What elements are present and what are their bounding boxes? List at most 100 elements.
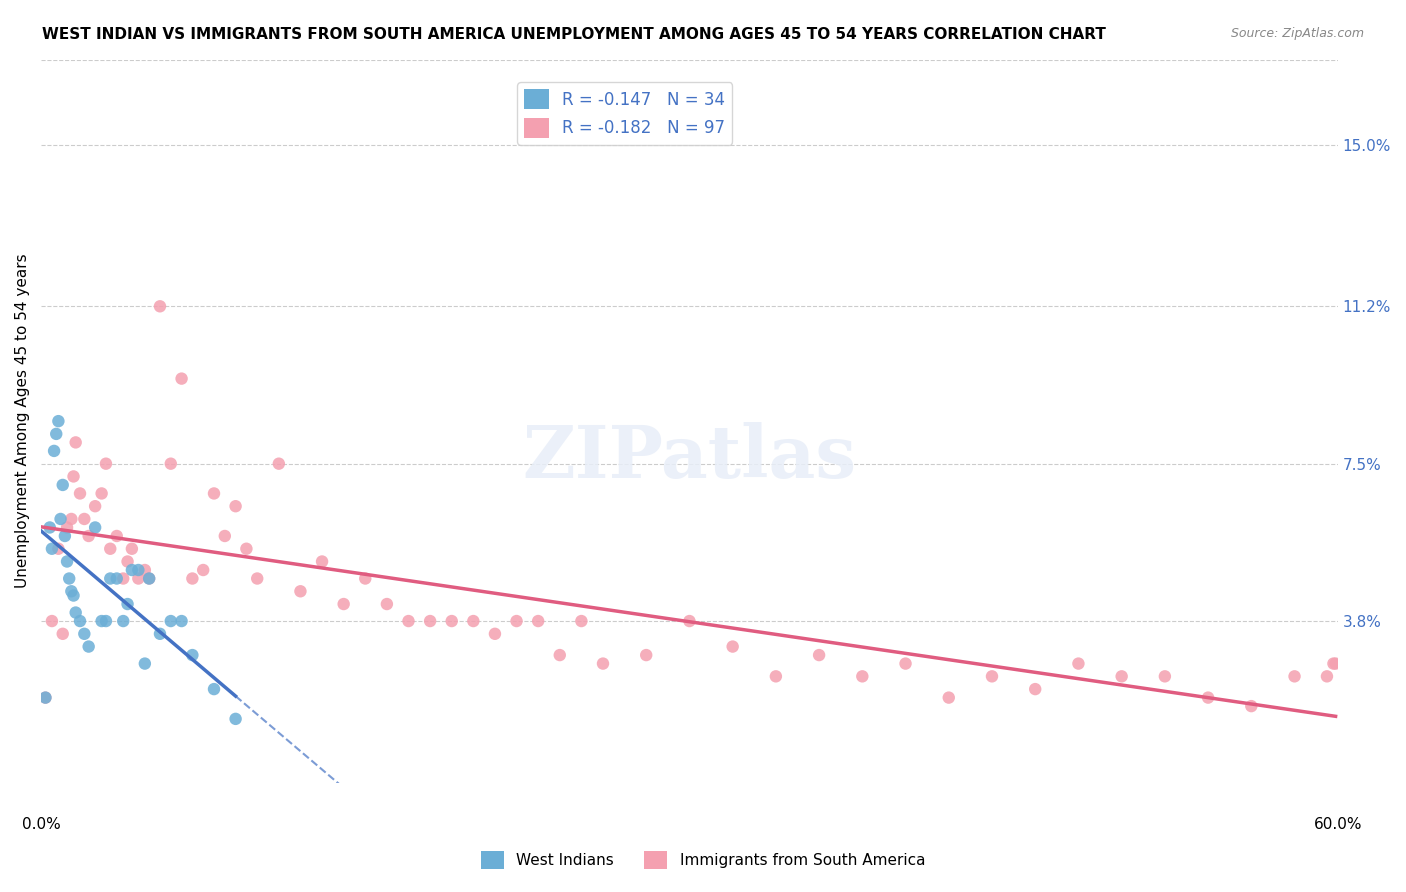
Point	[721, 640, 744, 654]
Point	[636, 648, 658, 662]
Point	[62, 469, 84, 483]
Point	[52, 478, 75, 492]
Point	[1284, 669, 1306, 683]
Point	[170, 371, 193, 385]
Point	[225, 712, 247, 726]
Point	[1197, 690, 1219, 705]
Point	[440, 614, 463, 628]
Point	[1324, 657, 1347, 671]
Point	[134, 563, 156, 577]
Point	[765, 669, 787, 683]
Point	[149, 299, 172, 313]
Point	[69, 486, 91, 500]
Point	[419, 614, 441, 628]
Text: WEST INDIAN VS IMMIGRANTS FROM SOUTH AMERICA UNEMPLOYMENT AMONG AGES 45 TO 54 YE: WEST INDIAN VS IMMIGRANTS FROM SOUTH AME…	[42, 27, 1107, 42]
Point	[463, 614, 485, 628]
Point	[894, 657, 917, 671]
Point	[138, 572, 160, 586]
Point	[34, 690, 56, 705]
Point	[98, 541, 121, 556]
Point	[1067, 657, 1090, 671]
Point	[332, 597, 354, 611]
Point	[117, 554, 139, 568]
Point	[77, 640, 100, 654]
Point	[49, 512, 72, 526]
Point	[202, 486, 225, 500]
Point	[84, 520, 107, 534]
Point	[73, 627, 96, 641]
Point	[246, 572, 269, 586]
Point	[94, 614, 117, 628]
Point	[48, 414, 70, 428]
Point	[45, 426, 67, 441]
Point	[65, 606, 87, 620]
Point	[202, 682, 225, 697]
Point	[73, 512, 96, 526]
Point	[225, 499, 247, 513]
Point	[354, 572, 377, 586]
Point	[548, 648, 571, 662]
Point	[94, 457, 117, 471]
Point	[981, 669, 1004, 683]
Y-axis label: Unemployment Among Ages 45 to 54 years: Unemployment Among Ages 45 to 54 years	[15, 254, 30, 589]
Point	[105, 529, 128, 543]
Point	[527, 614, 550, 628]
Point	[34, 690, 56, 705]
Point	[938, 690, 960, 705]
Text: ZIPatlas: ZIPatlas	[523, 422, 856, 492]
Legend: West Indians, Immigrants from South America: West Indians, Immigrants from South Amer…	[475, 845, 931, 875]
Point	[181, 572, 204, 586]
Point	[38, 520, 60, 534]
Point	[117, 597, 139, 611]
Point	[375, 597, 398, 611]
Point	[181, 648, 204, 662]
Point	[678, 614, 700, 628]
Point	[1024, 682, 1046, 697]
Point	[121, 541, 143, 556]
Point	[42, 444, 65, 458]
Point	[170, 614, 193, 628]
Point	[60, 512, 83, 526]
Point	[53, 529, 76, 543]
Point	[398, 614, 420, 628]
Point	[41, 541, 63, 556]
Point	[138, 572, 160, 586]
Point	[98, 572, 121, 586]
Point	[1322, 657, 1344, 671]
Point	[159, 457, 181, 471]
Point	[1316, 669, 1339, 683]
Legend: R = -0.147   N = 34, R = -0.182   N = 97: R = -0.147 N = 34, R = -0.182 N = 97	[517, 82, 733, 145]
Point	[592, 657, 614, 671]
Point	[105, 572, 128, 586]
Point	[65, 435, 87, 450]
Point	[90, 614, 112, 628]
Point	[484, 627, 506, 641]
Point	[41, 614, 63, 628]
Text: 60.0%: 60.0%	[1313, 817, 1362, 832]
Point	[505, 614, 527, 628]
Point	[56, 554, 79, 568]
Point	[851, 669, 873, 683]
Point	[127, 563, 149, 577]
Point	[112, 572, 135, 586]
Point	[48, 541, 70, 556]
Point	[134, 657, 156, 671]
Point	[214, 529, 236, 543]
Point	[159, 614, 181, 628]
Point	[84, 499, 107, 513]
Point	[112, 614, 135, 628]
Point	[60, 584, 83, 599]
Point	[56, 520, 79, 534]
Point	[235, 541, 257, 556]
Point	[571, 614, 593, 628]
Point	[69, 614, 91, 628]
Point	[52, 627, 75, 641]
Point	[121, 563, 143, 577]
Point	[127, 572, 149, 586]
Text: Source: ZipAtlas.com: Source: ZipAtlas.com	[1230, 27, 1364, 40]
Point	[58, 572, 80, 586]
Point	[311, 554, 333, 568]
Point	[290, 584, 312, 599]
Point	[77, 529, 100, 543]
Text: 0.0%: 0.0%	[21, 817, 60, 832]
